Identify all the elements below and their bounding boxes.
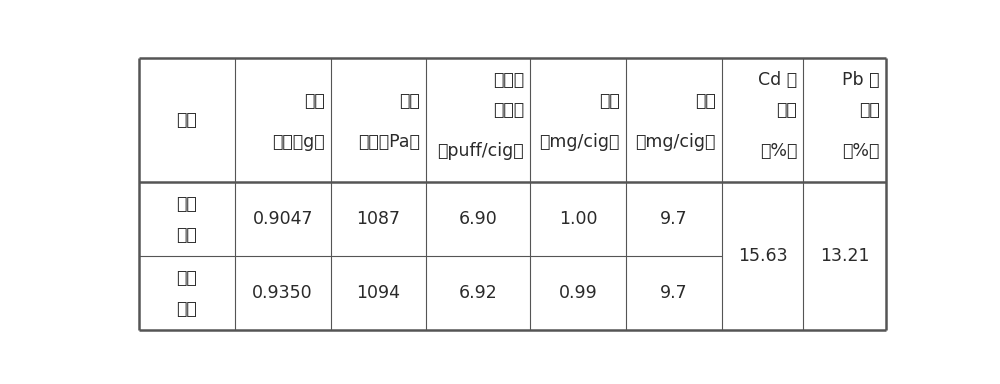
- Text: 1.00: 1.00: [559, 210, 598, 228]
- Text: 1094: 1094: [357, 284, 401, 302]
- Text: （mg/cig）: （mg/cig）: [635, 133, 716, 151]
- Text: 6.90: 6.90: [459, 210, 498, 228]
- Text: 试验: 试验: [176, 269, 197, 287]
- Text: 吸阻（Pa）: 吸阻（Pa）: [358, 133, 420, 151]
- Text: 1087: 1087: [357, 210, 401, 228]
- Text: 重量（g）: 重量（g）: [272, 133, 324, 151]
- Text: 平均抽: 平均抽: [493, 71, 524, 89]
- Text: 吸口数: 吸口数: [493, 101, 524, 119]
- Text: （mg/cig）: （mg/cig）: [540, 133, 620, 151]
- Text: 平均: 平均: [399, 92, 420, 110]
- Text: Pb 降: Pb 降: [842, 71, 880, 89]
- Text: 15.63: 15.63: [738, 247, 787, 265]
- Text: 低率: 低率: [859, 101, 880, 119]
- Text: 0.9350: 0.9350: [252, 284, 313, 302]
- Text: 0.99: 0.99: [559, 284, 598, 302]
- Text: 样品: 样品: [176, 111, 197, 129]
- Text: 卷烟: 卷烟: [176, 300, 197, 318]
- Text: （%）: （%）: [760, 142, 797, 160]
- Text: 6.92: 6.92: [459, 284, 498, 302]
- Text: 0.9047: 0.9047: [252, 210, 313, 228]
- Text: 焦油: 焦油: [695, 92, 716, 110]
- Text: 烟碱: 烟碱: [599, 92, 620, 110]
- Text: 低率: 低率: [776, 101, 797, 119]
- Text: 9.7: 9.7: [660, 210, 688, 228]
- Text: 卷烟: 卷烟: [176, 226, 197, 244]
- Text: （puff/cig）: （puff/cig）: [438, 142, 524, 160]
- Text: 对照: 对照: [176, 195, 197, 213]
- Text: 平均: 平均: [304, 92, 324, 110]
- Text: 9.7: 9.7: [660, 284, 688, 302]
- Text: 13.21: 13.21: [820, 247, 869, 265]
- Text: Cd 降: Cd 降: [758, 71, 797, 89]
- Text: （%）: （%）: [842, 142, 880, 160]
